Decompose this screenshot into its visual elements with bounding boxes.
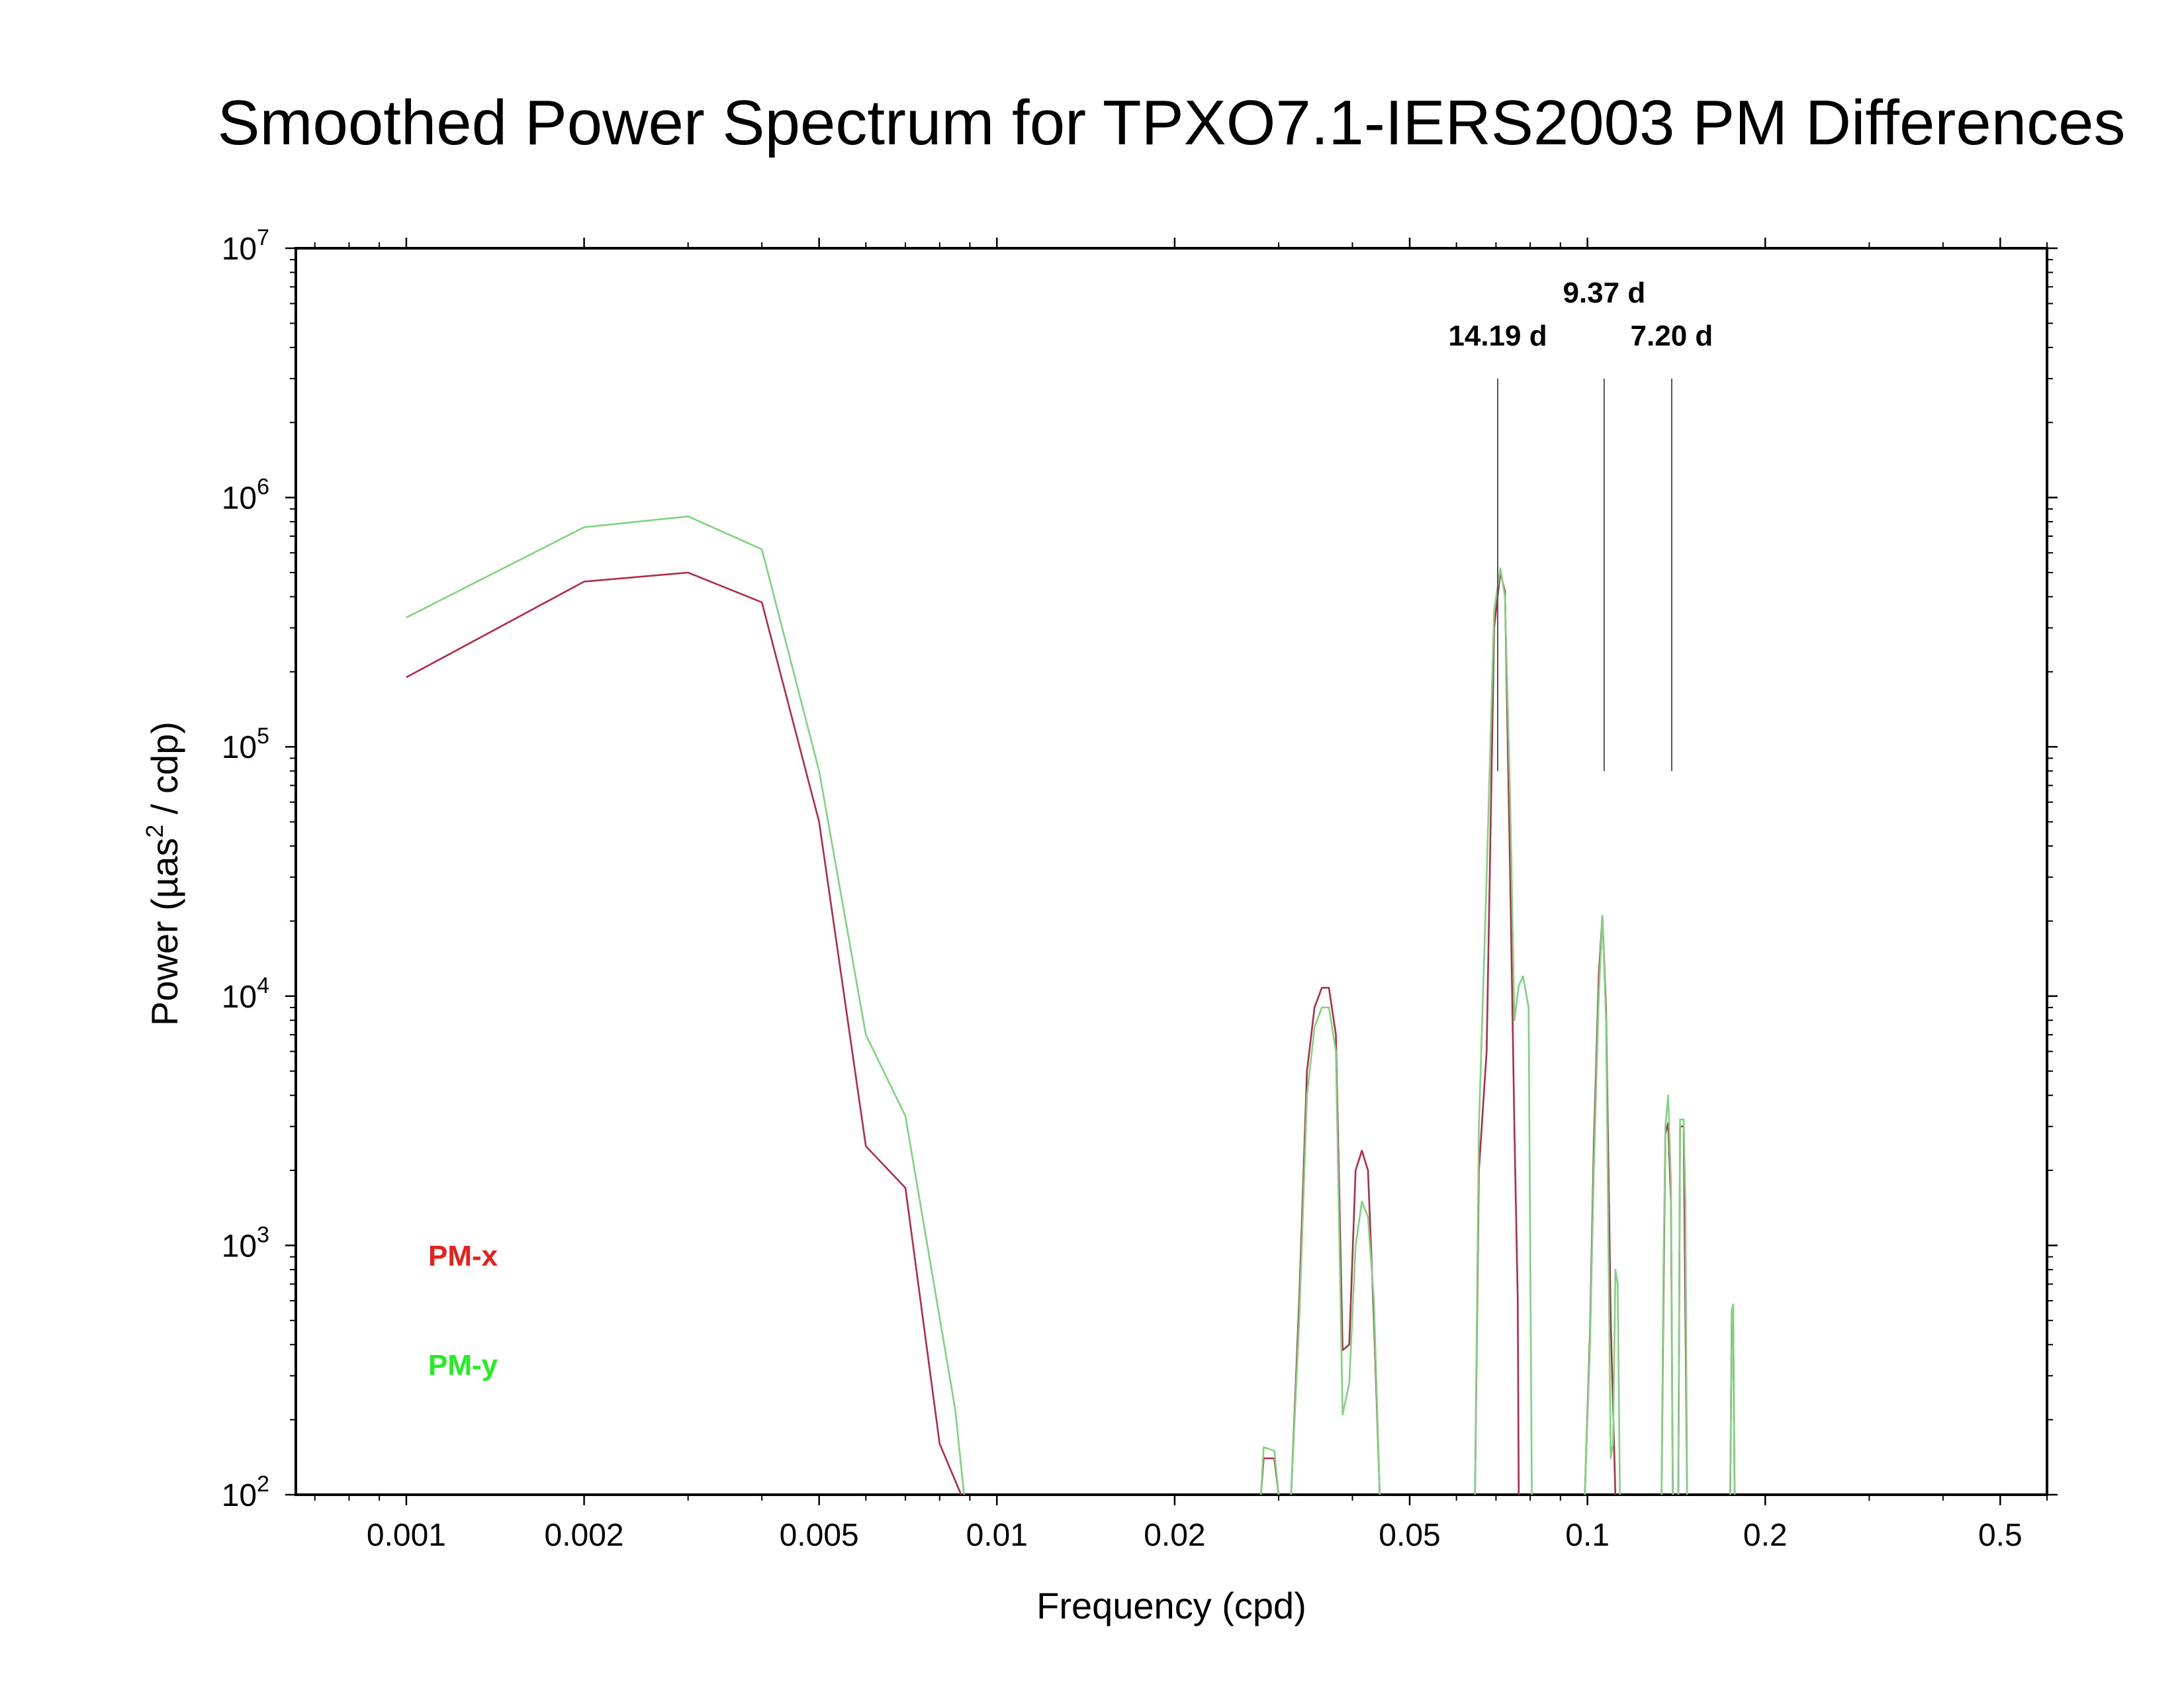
legend-entry-pm-y: PM-y [428, 1349, 498, 1382]
y-axis-label-main: Power (µas [144, 838, 185, 1026]
x-tick-label: 0.001 [367, 1518, 446, 1553]
series-line-pm-y [1729, 1303, 1736, 1495]
y-tick-label: 105 [222, 724, 269, 765]
x-tick-label: 0.5 [1978, 1518, 2023, 1553]
y-tick-label: 103 [222, 1222, 269, 1264]
series-line-pm-y [1260, 1446, 1280, 1495]
period-marker-label: 7.20 d [1631, 320, 1713, 352]
y-tick-label: 107 [222, 225, 269, 267]
y-tick-label: 102 [222, 1472, 269, 1513]
period-marker-label: 9.37 d [1563, 277, 1645, 309]
plot-area: 0.001 0.002 0.005 0.01 0.02 0.05 0.1 0.2 0.51021… [222, 225, 2058, 1553]
chart-title: Smoothed Power Spectrum for TPXO7.1-IERS… [217, 87, 2125, 158]
series-line-pm-y [1584, 915, 1621, 1495]
y-tick-label-base: 10 [222, 1478, 257, 1513]
series-pm-y [406, 515, 1736, 1495]
y-tick-label-base: 10 [222, 730, 257, 765]
y-tick-label-exponent: 2 [257, 1472, 269, 1497]
series-line-pm-y [1661, 1094, 1674, 1495]
x-tick-label: 0.1 [1565, 1518, 1610, 1553]
y-tick-label-exponent: 5 [257, 724, 269, 749]
series-line-pm-y [1290, 1006, 1381, 1495]
series-line-pm-y [1677, 1118, 1688, 1495]
y-tick-label-exponent: 7 [257, 225, 269, 250]
series-pm-x [406, 571, 1736, 1495]
x-tick-label: 0.005 [780, 1518, 859, 1553]
legend-entry-pm-x: PM-x [428, 1240, 498, 1272]
series-line-pm-y [406, 515, 965, 1495]
x-tick-label: 0.2 [1743, 1518, 1788, 1553]
x-tick-label: 0.05 [1379, 1518, 1440, 1553]
series-line-pm-x [406, 571, 962, 1495]
y-tick-label-exponent: 4 [257, 973, 269, 998]
x-axis-label: Frequency (cpd) [1036, 1585, 1306, 1626]
y-axis-label-superscript: 2 [141, 825, 168, 838]
x-tick-label: 0.002 [545, 1518, 624, 1553]
y-tick-label-exponent: 6 [257, 475, 269, 500]
plot-frame [295, 247, 2048, 1496]
series-line-pm-y [1474, 567, 1533, 1495]
x-tick-label: 0.02 [1144, 1518, 1205, 1553]
period-marker-label: 14.19 d [1448, 320, 1547, 352]
y-axis-label: Power (µas2 / cdp) [141, 722, 185, 1026]
y-tick-label: 106 [222, 475, 269, 516]
y-tick-label-base: 10 [222, 481, 257, 516]
y-axis-label-tail: / cdp) [144, 722, 185, 825]
y-tick-label-base: 10 [222, 1229, 257, 1264]
y-tick-label-base: 10 [222, 232, 257, 267]
y-tick-label-exponent: 3 [257, 1222, 269, 1247]
y-tick-label: 104 [222, 973, 269, 1015]
y-tick-label-base: 10 [222, 980, 257, 1015]
x-tick-label: 0.01 [966, 1518, 1028, 1553]
